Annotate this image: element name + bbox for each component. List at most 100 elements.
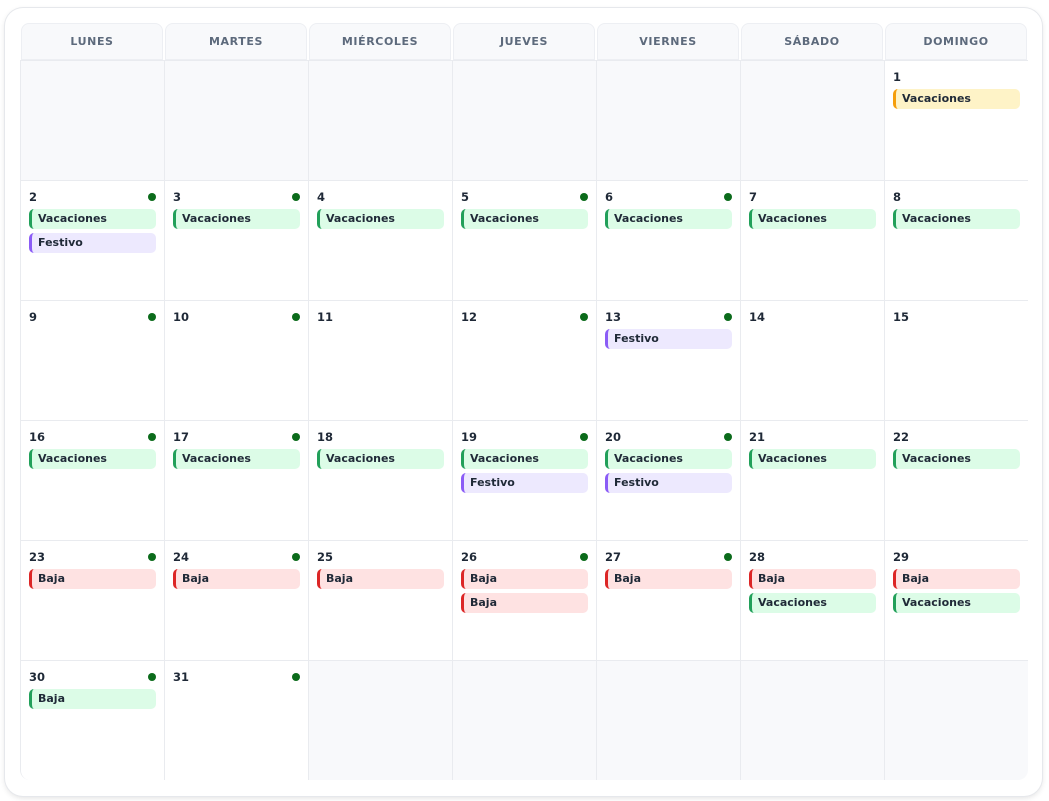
event-chip[interactable]: Vacaciones [893, 449, 1020, 469]
day-cell[interactable]: 14 [741, 301, 885, 421]
day-cell[interactable]: 26 Baja Baja [453, 541, 597, 661]
day-cell[interactable]: 31 [165, 661, 309, 780]
day-cell[interactable]: 13 Festivo [597, 301, 741, 421]
event-chip[interactable]: Vacaciones [461, 449, 588, 469]
weekday-header-cell: LUNES [21, 23, 163, 60]
event-chip[interactable]: Baja [173, 569, 300, 589]
status-dot-icon [292, 553, 300, 561]
day-cell[interactable]: 10 [165, 301, 309, 421]
event-chip[interactable]: Vacaciones [173, 449, 300, 469]
weekday-header-cell: DOMINGO [885, 23, 1027, 60]
day-number: 24 [173, 550, 190, 564]
day-cell[interactable]: 21 Vacaciones [741, 421, 885, 541]
event-chip[interactable]: Vacaciones [173, 209, 300, 229]
status-dot-icon [724, 313, 732, 321]
day-number: 6 [605, 190, 614, 204]
empty-day-cell [453, 61, 597, 181]
day-cell[interactable]: 16 Vacaciones [21, 421, 165, 541]
day-cell[interactable]: 8 Vacaciones [885, 181, 1028, 301]
day-number: 21 [749, 430, 766, 444]
day-cell[interactable]: 12 [453, 301, 597, 421]
event-chip[interactable]: Baja [749, 569, 876, 589]
day-cell[interactable]: 4 Vacaciones [309, 181, 453, 301]
status-dot-icon [724, 433, 732, 441]
event-chip[interactable]: Vacaciones [605, 449, 732, 469]
day-cell[interactable]: 28 Baja Vacaciones [741, 541, 885, 661]
event-chip[interactable]: Vacaciones [29, 449, 156, 469]
day-cell[interactable]: 24 Baja [165, 541, 309, 661]
day-cell[interactable]: 18 Vacaciones [309, 421, 453, 541]
event-chip[interactable]: Baja [29, 689, 156, 709]
empty-day-cell [309, 661, 453, 780]
event-chip[interactable]: Festivo [605, 473, 732, 493]
day-number: 4 [317, 190, 326, 204]
day-cell[interactable]: 27 Baja [597, 541, 741, 661]
event-chip[interactable]: Vacaciones [605, 209, 732, 229]
event-chip[interactable]: Vacaciones [893, 593, 1020, 613]
day-cell[interactable]: 9 [21, 301, 165, 421]
status-dot-icon [292, 673, 300, 681]
day-cell[interactable]: 11 [309, 301, 453, 421]
month-grid: 1 Vacaciones 2 Vacaciones Festivo 3 Vacaciones… [20, 60, 1028, 780]
day-cell[interactable]: 15 [885, 301, 1028, 421]
status-dot-icon [148, 673, 156, 681]
event-chip[interactable]: Baja [461, 593, 588, 613]
event-chip[interactable]: Festivo [461, 473, 588, 493]
status-dot-icon [580, 313, 588, 321]
status-dot-icon [292, 313, 300, 321]
day-number: 11 [317, 310, 334, 324]
event-chip[interactable]: Vacaciones [749, 449, 876, 469]
day-number: 3 [173, 190, 182, 204]
event-chip[interactable]: Festivo [29, 233, 156, 253]
event-chip[interactable]: Baja [605, 569, 732, 589]
empty-day-cell [309, 61, 453, 181]
status-dot-icon [724, 193, 732, 201]
empty-day-cell [885, 661, 1028, 780]
event-chip[interactable]: Vacaciones [317, 449, 444, 469]
day-number: 20 [605, 430, 622, 444]
status-dot-icon [580, 553, 588, 561]
day-cell[interactable]: 6 Vacaciones [597, 181, 741, 301]
day-number: 9 [29, 310, 38, 324]
day-number: 10 [173, 310, 190, 324]
day-cell[interactable]: 20 Vacaciones Festivo [597, 421, 741, 541]
event-chip[interactable]: Baja [29, 569, 156, 589]
day-cell[interactable]: 19 Vacaciones Festivo [453, 421, 597, 541]
event-chip[interactable]: Vacaciones [893, 89, 1020, 109]
day-number: 25 [317, 550, 334, 564]
day-cell[interactable]: 30 Baja [21, 661, 165, 780]
day-cell[interactable]: 5 Vacaciones [453, 181, 597, 301]
event-chip[interactable]: Festivo [605, 329, 732, 349]
status-dot-icon [148, 193, 156, 201]
day-cell[interactable]: 23 Baja [21, 541, 165, 661]
day-cell[interactable]: 7 Vacaciones [741, 181, 885, 301]
event-chip[interactable]: Vacaciones [749, 209, 876, 229]
event-chip[interactable]: Baja [317, 569, 444, 589]
status-dot-icon [724, 553, 732, 561]
day-number: 8 [893, 190, 902, 204]
day-cell[interactable]: 17 Vacaciones [165, 421, 309, 541]
event-chip[interactable]: Vacaciones [749, 593, 876, 613]
day-cell[interactable]: 25 Baja [309, 541, 453, 661]
event-chip[interactable]: Vacaciones [317, 209, 444, 229]
day-cell[interactable]: 1 Vacaciones [885, 61, 1028, 181]
day-number: 28 [749, 550, 766, 564]
weekday-header-cell: SÁBADO [741, 23, 883, 60]
empty-day-cell [741, 661, 885, 780]
event-chip[interactable]: Vacaciones [29, 209, 156, 229]
weekday-header-cell: MIÉRCOLES [309, 23, 451, 60]
weekday-header-cell: VIERNES [597, 23, 739, 60]
event-chip[interactable]: Vacaciones [461, 209, 588, 229]
day-number: 16 [29, 430, 46, 444]
day-cell[interactable]: 3 Vacaciones [165, 181, 309, 301]
event-chip[interactable]: Baja [893, 569, 1020, 589]
day-cell[interactable]: 2 Vacaciones Festivo [21, 181, 165, 301]
event-chip[interactable]: Vacaciones [893, 209, 1020, 229]
empty-day-cell [741, 61, 885, 181]
empty-day-cell [165, 61, 309, 181]
day-cell[interactable]: 22 Vacaciones [885, 421, 1028, 541]
day-cell[interactable]: 29 Baja Vacaciones [885, 541, 1028, 661]
event-chip[interactable]: Baja [461, 569, 588, 589]
empty-day-cell [453, 661, 597, 780]
status-dot-icon [148, 433, 156, 441]
